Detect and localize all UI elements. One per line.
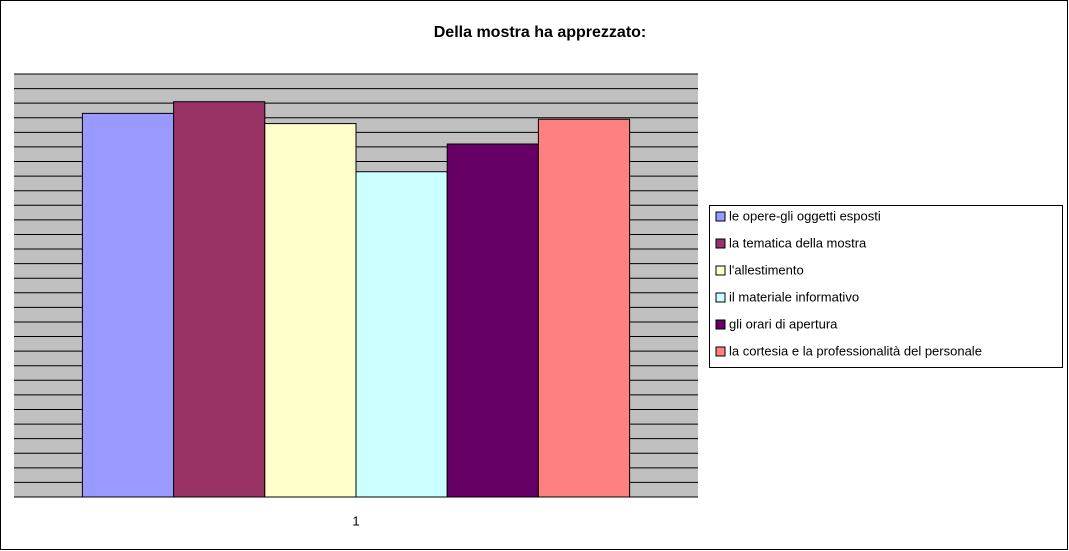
legend-swatch [715, 292, 726, 303]
x-tick-label: 1 [352, 513, 359, 528]
legend-label: l'allestimento [729, 262, 804, 277]
legend-swatch [715, 238, 726, 249]
legend-swatch [715, 319, 726, 330]
bar [173, 101, 266, 498]
bar [446, 143, 539, 498]
legend-label: la tematica della mostra [729, 235, 867, 250]
legend-label: il materiale informativo [729, 289, 859, 304]
bar [264, 123, 357, 498]
bar [81, 112, 175, 498]
legend-label: la cortesia e la professionalità del per… [729, 343, 982, 358]
bar [537, 118, 631, 498]
legend-swatch [715, 346, 726, 357]
bar [355, 171, 448, 498]
legend-label: le opere-gli oggetti esposti [729, 208, 881, 223]
legend-swatch [715, 211, 726, 222]
legend-swatch [715, 265, 726, 276]
legend-label: gli orari di apertura [729, 316, 838, 331]
legend [709, 205, 1063, 368]
chart-title: Della mostra ha apprezzato: [434, 24, 647, 41]
